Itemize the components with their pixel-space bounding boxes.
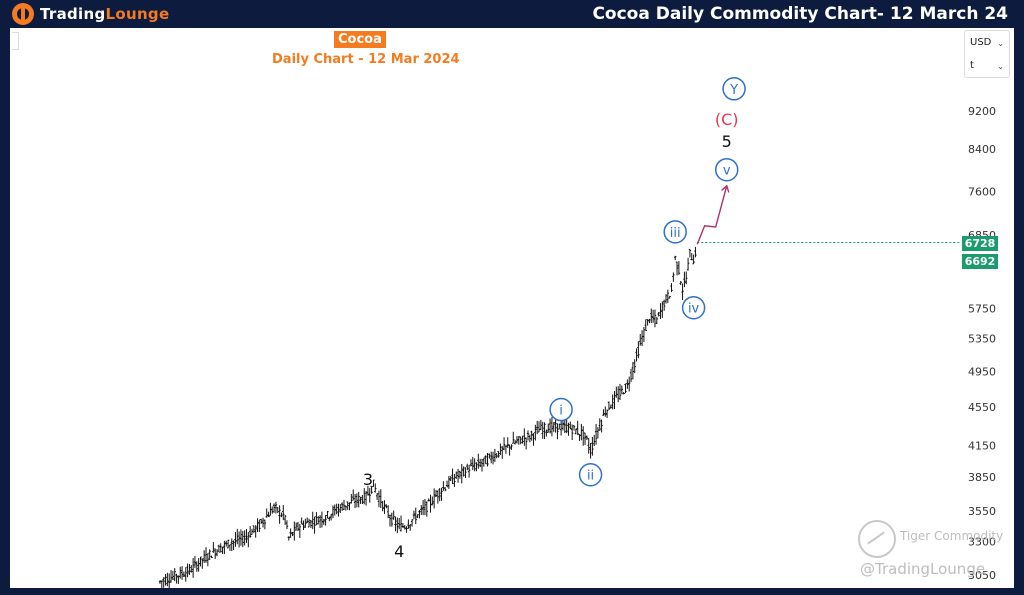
wave-label: iii	[670, 226, 681, 241]
last-price-tag: 6728	[962, 236, 998, 251]
tiger-logo-icon	[858, 520, 896, 558]
wave-label: ii	[587, 469, 594, 484]
wave-label-circle	[722, 77, 746, 101]
wave-label: 4	[394, 542, 404, 561]
second-price-tag: 6692	[962, 254, 998, 269]
wave-label-circle	[578, 462, 603, 487]
scale-toggle-button[interactable]	[12, 32, 19, 50]
wave-label: 5	[722, 132, 732, 151]
y-tick-label: 5350	[968, 333, 996, 346]
y-tick-label: 3850	[968, 471, 996, 484]
watermark-text: Tiger Commodity	[900, 529, 1004, 543]
tradinglounge-logo: TradingLounge	[12, 3, 169, 25]
price-chart-svg[interactable]: 9200840076006850575053504950455041503850…	[10, 28, 1014, 588]
y-tick-label: 4550	[968, 401, 996, 414]
logo-icon	[12, 3, 34, 25]
projection-line	[696, 185, 728, 245]
currency-selector[interactable]: USD ⌄ t ⌄	[964, 30, 1010, 78]
chart-subtitle: Daily Chart - 12 Mar 2024	[272, 52, 460, 67]
y-tick-label: 7600	[968, 185, 996, 198]
chevron-down-icon[interactable]: ⌄	[997, 62, 1004, 71]
page-title: Cocoa Daily Commodity Chart- 12 March 24	[592, 4, 1008, 24]
wave-label: 3	[363, 470, 373, 489]
projection-arrowhead	[721, 184, 730, 193]
wave-label: iv	[688, 302, 700, 317]
y-tick-label: 9200	[968, 105, 996, 118]
y-tick-label: 3550	[968, 505, 996, 518]
y-tick-label: 5750	[968, 302, 996, 315]
wave-label: i	[559, 404, 563, 419]
wave-label: Y	[729, 83, 738, 98]
wave-label-circle	[714, 157, 739, 182]
y-tick-label: 3050	[968, 569, 996, 582]
logo-suffix: Lounge	[105, 5, 170, 23]
currency-label: USD	[970, 37, 992, 48]
wave-label: (C)	[715, 110, 739, 129]
y-tick-label: 4950	[968, 365, 996, 378]
chart-area[interactable]: Cocoa Daily Chart - 12 Mar 2024 9200 8400…	[10, 28, 1014, 588]
logo-text: TradingLounge	[40, 5, 169, 23]
chevron-down-icon[interactable]: ⌄	[997, 39, 1004, 48]
unit-label: t	[970, 60, 974, 71]
y-tick-label: 8400	[968, 143, 996, 156]
chart-title: Cocoa	[334, 31, 386, 48]
y-tick-label: 4150	[968, 439, 996, 452]
wave-label-circle	[663, 220, 687, 244]
wave-label: v	[723, 164, 731, 179]
wave-label-circle	[681, 295, 706, 320]
y-tick-label: 3300	[968, 536, 996, 549]
header-bar: TradingLounge Cocoa Daily Commodity Char…	[0, 0, 1024, 28]
wave-label-circle	[549, 397, 573, 422]
watermark-handle: @TradingLounge	[860, 560, 986, 578]
logo-prefix: Trading	[40, 5, 106, 23]
